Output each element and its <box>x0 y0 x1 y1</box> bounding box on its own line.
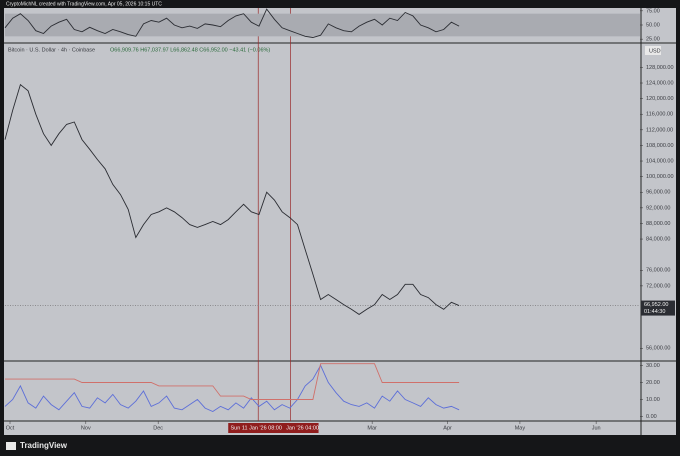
symbol: Bitcoin · U.S. Dollar · 4h · Coinbase <box>8 47 95 53</box>
credit: CryptoMichNL created with TradingView.co… <box>6 1 162 7</box>
x-tick-label: Dec <box>153 425 163 431</box>
last-price-label: 66,952.00 <box>644 302 668 308</box>
ohlc: O66,909.76 H67,037.97 L66,862.48 C66,952… <box>110 47 270 53</box>
x-tick-label: Oct <box>6 425 15 431</box>
y-tick-label: 0.00 <box>646 414 657 420</box>
countdown: 01:44:30 <box>644 309 665 315</box>
currency-box <box>645 46 661 55</box>
y-tick-label: 10.00 <box>646 397 660 403</box>
x-tick-label: May <box>515 425 526 431</box>
y-tick-label: 120,000.00 <box>646 96 674 102</box>
y-tick-label: 116,000.00 <box>646 112 673 118</box>
series-line <box>4 8 460 38</box>
y-tick-label: 75.00 <box>646 8 660 14</box>
x-tick-label: Nov <box>81 425 91 431</box>
y-tick-label: 30.00 <box>646 363 660 369</box>
y-tick-label: 100,000.00 <box>646 174 674 180</box>
series-line <box>4 83 460 315</box>
y-tick-label: 88,000.00 <box>646 221 670 227</box>
y-tick-label: 112,000.00 <box>646 127 673 133</box>
crosshair-label: Sun 11 Jan '26 08:00 <box>231 425 282 431</box>
x-tick-label: Jun <box>592 425 601 431</box>
y-tick-label: 124,000.00 <box>646 80 674 86</box>
series-line <box>4 364 460 413</box>
brand-logo <box>6 442 16 450</box>
y-tick-label: 25.00 <box>646 37 660 43</box>
last-price-box <box>641 300 675 316</box>
y-tick-label: 20.00 <box>646 380 660 386</box>
y-tick-label: 56,000.00 <box>646 346 670 352</box>
series-line <box>5 363 460 400</box>
crosshair-label-box <box>228 423 319 433</box>
brand: TradingView <box>20 441 68 450</box>
x-tick-label: Apr <box>443 425 452 431</box>
y-tick-label: 92,000.00 <box>646 205 670 211</box>
currency: USD <box>649 48 661 54</box>
y-tick-label: 108,000.00 <box>646 143 674 149</box>
y-tick-label: 84,000.00 <box>646 237 670 243</box>
y-tick-label: 128,000.00 <box>646 65 674 71</box>
x-tick-label: Mar <box>367 425 377 431</box>
y-tick-label: 50.00 <box>646 22 660 28</box>
y-tick-label: 104,000.00 <box>646 158 674 164</box>
chart-area <box>4 8 676 435</box>
y-tick-label: 76,000.00 <box>646 268 670 274</box>
y-tick-label: 96,000.00 <box>646 190 670 196</box>
y-tick-label: 72,000.00 <box>646 283 670 289</box>
crosshair-label: Jan '26 04:00 <box>286 425 319 431</box>
